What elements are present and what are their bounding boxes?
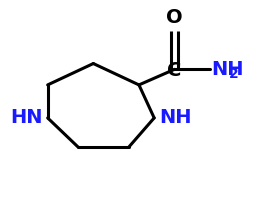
Text: HN: HN	[10, 108, 43, 127]
Text: NH: NH	[211, 60, 244, 79]
Text: C: C	[167, 61, 182, 80]
Text: O: O	[166, 8, 183, 27]
Text: NH: NH	[159, 108, 192, 127]
Text: 2: 2	[229, 67, 239, 81]
